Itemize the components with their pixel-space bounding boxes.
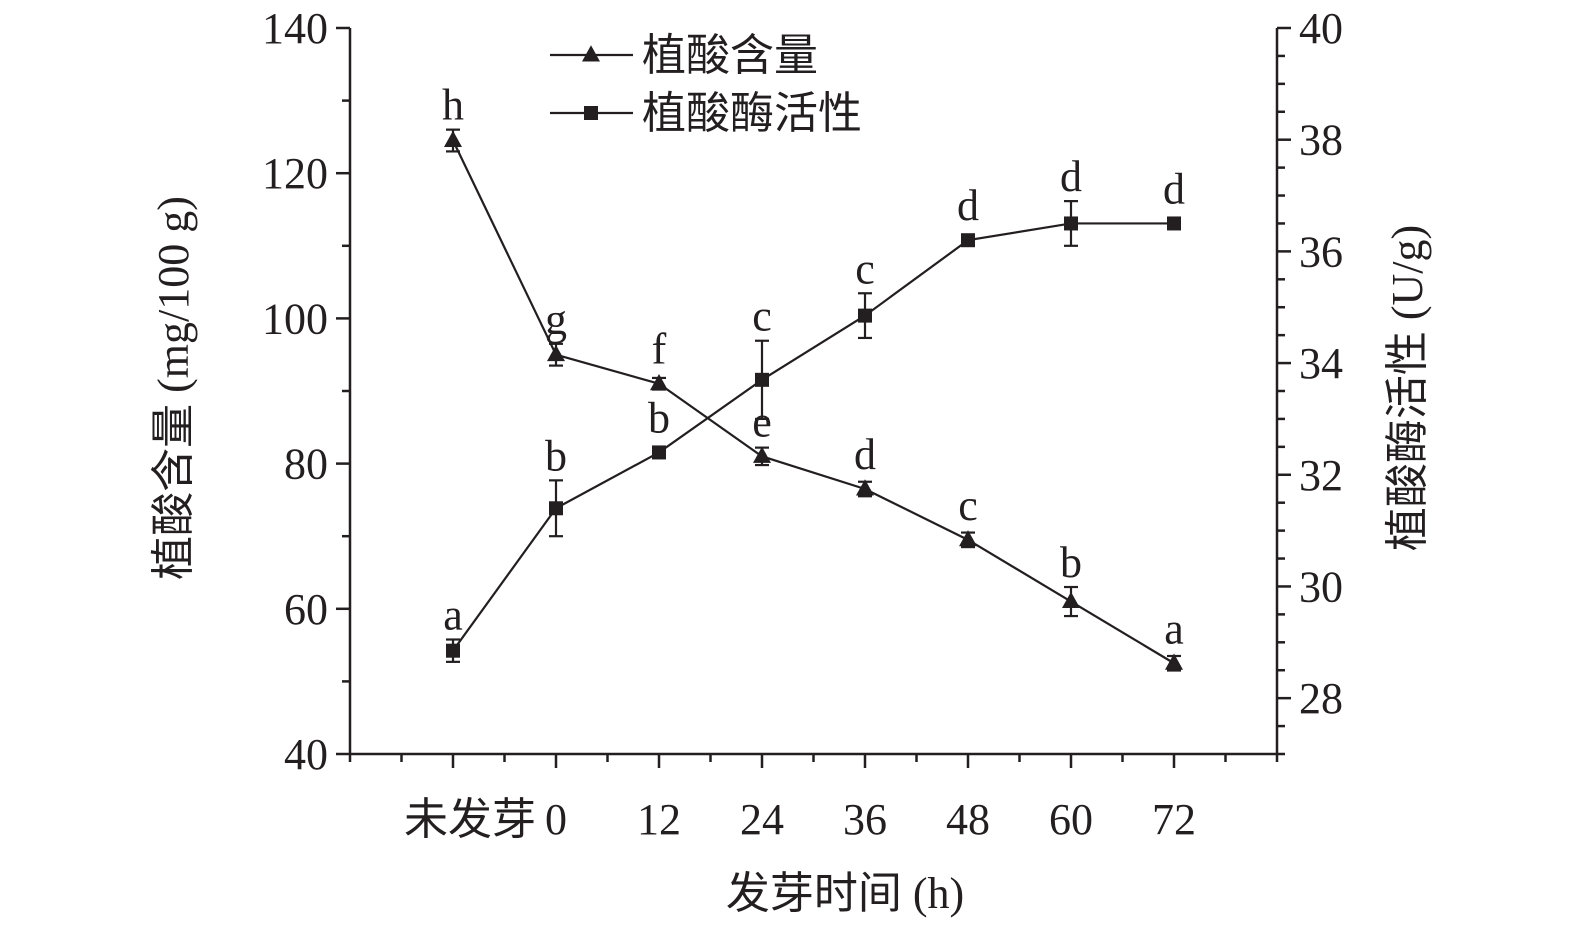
triangle-marker <box>959 530 977 547</box>
significance-label: a <box>443 591 463 640</box>
legend-triangle-marker <box>582 45 600 62</box>
series-lines <box>444 128 1183 672</box>
triangle-marker <box>1062 591 1080 609</box>
significance-label: g <box>545 295 567 344</box>
left-y-tick-label: 80 <box>284 440 328 489</box>
right-y-tick-label: 34 <box>1299 339 1343 388</box>
triangle-marker <box>856 479 874 496</box>
left-y-tick-label: 140 <box>262 4 328 53</box>
left-y-tick-label: 60 <box>284 585 328 634</box>
significance-label: a <box>1164 604 1184 653</box>
right-y-tick-label: 32 <box>1299 451 1343 500</box>
legend-item: 植酸含量 <box>550 31 818 80</box>
legend-item: 植酸酶活性 <box>550 89 862 138</box>
x-tick-label: 60 <box>1049 795 1093 844</box>
left-y-tick-label: 40 <box>284 730 328 779</box>
significance-label: c <box>855 244 875 293</box>
x-tick-label: 36 <box>843 795 887 844</box>
x-tick-label: 24 <box>740 795 784 844</box>
series-1-line <box>452 140 1175 665</box>
significance-label: e <box>752 397 772 446</box>
significance-label: c <box>958 481 978 530</box>
right-y-tick-label: 40 <box>1299 4 1343 53</box>
significance-label: d <box>1060 152 1082 201</box>
legend-label: 植酸酶活性 <box>642 89 862 138</box>
square-marker <box>1064 216 1078 231</box>
significance-label: d <box>1163 164 1185 213</box>
triangle-marker <box>444 130 462 148</box>
square-marker <box>858 308 872 323</box>
x-axis-title: 发芽时间 (h) <box>726 869 964 918</box>
x-tick-label: 0 <box>545 795 567 844</box>
x-tick-label: 未发芽 <box>404 795 536 844</box>
significance-label: c <box>752 292 772 341</box>
significance-label: b <box>648 393 670 442</box>
left-y-axis-title: 植酸含量 (mg/100 g) <box>149 196 198 580</box>
x-tick-label: 72 <box>1152 795 1196 844</box>
series-2-line <box>452 222 1174 652</box>
right-y-tick-label: 38 <box>1299 116 1343 165</box>
x-tick-label: 48 <box>946 795 990 844</box>
square-marker <box>446 643 460 658</box>
square-marker <box>652 445 666 460</box>
square-marker <box>755 372 769 387</box>
right-y-tick-label: 30 <box>1299 562 1343 611</box>
triangle-marker <box>547 344 565 362</box>
square-marker <box>1167 216 1181 231</box>
triangle-marker <box>1165 653 1183 670</box>
right-y-tick-label: 28 <box>1299 674 1343 723</box>
axes: 40 60 80 100 120 140 28 30 32 34 36 38 40 未发芽 0 12 24 36 4… <box>262 4 1343 844</box>
significance-label: b <box>545 431 567 480</box>
significance-label: f <box>652 325 667 374</box>
significance-labels: h g f e d c b a a b b c c d d d <box>442 81 1185 654</box>
right-y-axis-title: 植酸酶活性 (U/g) <box>1383 225 1432 551</box>
significance-label: d <box>957 181 979 230</box>
square-marker <box>961 233 975 248</box>
legend-label: 植酸含量 <box>642 31 818 80</box>
left-y-tick-label: 100 <box>262 294 328 343</box>
legend-square-marker <box>584 106 598 120</box>
triangle-marker <box>650 374 668 391</box>
significance-label: d <box>854 430 876 479</box>
left-y-tick-label: 120 <box>262 149 328 198</box>
triangle-marker <box>753 446 771 463</box>
right-y-tick-label: 36 <box>1299 227 1343 276</box>
significance-label: h <box>442 81 464 130</box>
x-tick-label: 12 <box>637 795 681 844</box>
significance-label: b <box>1060 538 1082 587</box>
series-1 <box>444 128 1183 672</box>
series-2 <box>446 200 1181 663</box>
square-marker <box>549 501 563 516</box>
